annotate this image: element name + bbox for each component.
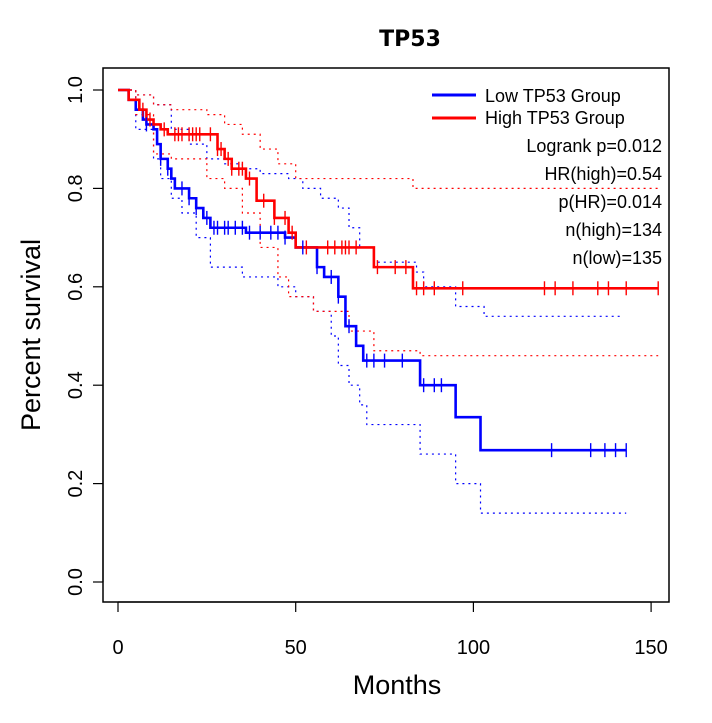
x-axis-label: Months bbox=[353, 670, 442, 700]
y-tick-label-0.4: 0.4 bbox=[65, 371, 87, 399]
legend-low-label: Low TP53 Group bbox=[485, 86, 621, 106]
confidence-intervals bbox=[118, 89, 659, 514]
legend-phr: p(HR)=0.014 bbox=[558, 192, 662, 212]
x-tick-label-100: 100 bbox=[457, 637, 490, 659]
legend-nhigh: n(high)=134 bbox=[565, 220, 662, 240]
y-axis-label: Percent survival bbox=[16, 239, 46, 431]
legend: Low TP53 Group High TP53 Group Logrank p… bbox=[432, 86, 662, 268]
legend-logrank: Logrank p=0.012 bbox=[526, 136, 662, 156]
y-tick-label-0.2: 0.2 bbox=[65, 470, 87, 498]
legend-nlow: n(low)=135 bbox=[572, 248, 662, 268]
y-tick-label-0.6: 0.6 bbox=[65, 273, 87, 301]
legend-hr: HR(high)=0.54 bbox=[544, 164, 662, 184]
x-tick-label-0: 0 bbox=[112, 637, 123, 659]
chart-title: TP53 bbox=[379, 27, 441, 52]
y-tick-label-0.0: 0.0 bbox=[65, 568, 87, 596]
low-ci-lower bbox=[118, 89, 627, 514]
y-tick-label-1.0: 1.0 bbox=[65, 76, 87, 104]
y-tick-label-0.8: 0.8 bbox=[65, 174, 87, 202]
x-tick-label-50: 50 bbox=[285, 637, 307, 659]
axes: 0 50 100 150 0.0 0.2 0.4 0.6 0.8 1.0 bbox=[65, 76, 668, 659]
x-tick-label-150: 150 bbox=[634, 637, 667, 659]
censor-marks bbox=[142, 102, 659, 458]
legend-high-label: High TP53 Group bbox=[485, 108, 625, 128]
